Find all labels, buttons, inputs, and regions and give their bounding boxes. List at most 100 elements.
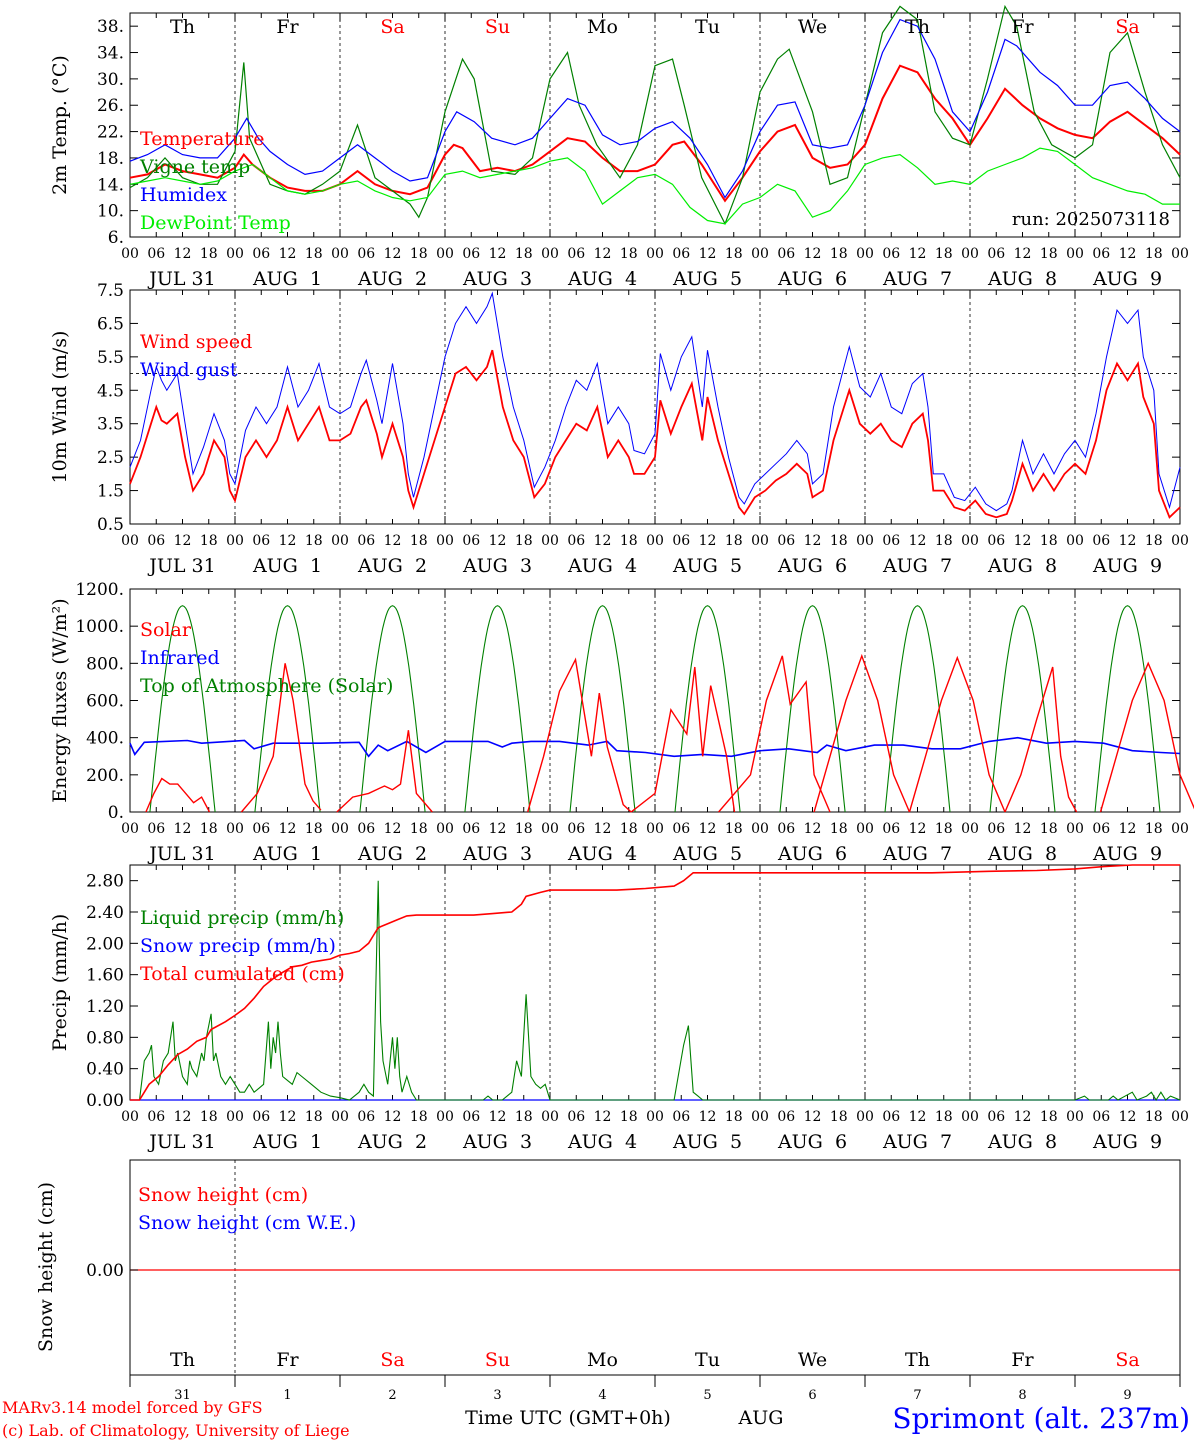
hour-tick-label: 06 bbox=[357, 246, 375, 262]
hour-tick-label: 18 bbox=[620, 246, 638, 262]
y-tick-label: 3.5 bbox=[97, 415, 124, 435]
hour-tick-label: 18 bbox=[410, 821, 428, 837]
day-number-label: 2 bbox=[388, 1388, 396, 1403]
hour-tick-label: 00 bbox=[751, 1109, 769, 1125]
hour-tick-label: 06 bbox=[252, 533, 270, 549]
hour-tick-label: 12 bbox=[1014, 1109, 1032, 1125]
date-label: JUL 31 bbox=[147, 1131, 215, 1153]
hour-tick-label: 12 bbox=[909, 533, 927, 549]
time-axis-label: Time UTC (GMT+0h) bbox=[465, 1407, 671, 1429]
hour-tick-label: 18 bbox=[1145, 246, 1163, 262]
hour-tick-label: 12 bbox=[909, 821, 927, 837]
date-label: AUG 1 bbox=[252, 1131, 322, 1153]
hour-tick-label: 12 bbox=[489, 246, 507, 262]
hour-tick-label: 12 bbox=[1014, 246, 1032, 262]
weekday-label: Mo bbox=[587, 1349, 618, 1371]
hour-tick-label: 00 bbox=[856, 533, 874, 549]
hour-tick-label: 00 bbox=[1066, 821, 1084, 837]
hour-tick-label: 12 bbox=[804, 533, 822, 549]
hour-tick-label: 12 bbox=[384, 533, 402, 549]
weekday-label: Sa bbox=[380, 1349, 404, 1371]
hour-tick-label: 12 bbox=[699, 821, 717, 837]
hour-tick-label: 18 bbox=[200, 246, 218, 262]
hour-tick-label: 06 bbox=[987, 1109, 1005, 1125]
hour-tick-label: 00 bbox=[541, 533, 559, 549]
hour-tick-label: 00 bbox=[1171, 821, 1189, 837]
hour-tick-label: 18 bbox=[725, 1109, 743, 1125]
weekday-label: Sa bbox=[380, 16, 404, 38]
hour-tick-label: 12 bbox=[384, 1109, 402, 1125]
hour-tick-label: 06 bbox=[567, 533, 585, 549]
date-label: AUG 1 bbox=[252, 843, 322, 865]
hour-tick-label: 00 bbox=[226, 533, 244, 549]
hour-tick-label: 00 bbox=[646, 533, 664, 549]
weekday-label: Tu bbox=[695, 16, 720, 38]
hour-tick-label: 06 bbox=[462, 533, 480, 549]
weekday-label: We bbox=[798, 1349, 827, 1371]
hour-tick-label: 12 bbox=[174, 821, 192, 837]
weekday-label: Su bbox=[485, 16, 510, 38]
date-label: AUG 8 bbox=[987, 843, 1057, 865]
date-label: AUG 8 bbox=[987, 268, 1057, 290]
y-tick-label: 30. bbox=[97, 70, 124, 90]
hour-tick-label: 12 bbox=[1014, 533, 1032, 549]
y-tick-label: 2.40 bbox=[86, 903, 124, 923]
date-label: AUG 5 bbox=[672, 843, 742, 865]
solar-line bbox=[719, 656, 830, 812]
hour-tick-label: 00 bbox=[856, 246, 874, 262]
legend-entry: Liquid precip (mm/h) bbox=[140, 907, 344, 929]
hour-tick-label: 18 bbox=[410, 1109, 428, 1125]
hour-tick-label: 12 bbox=[699, 246, 717, 262]
date-label: AUG 6 bbox=[777, 268, 847, 290]
hour-tick-label: 12 bbox=[699, 533, 717, 549]
hour-tick-label: 06 bbox=[1092, 246, 1110, 262]
y-tick-label: 22. bbox=[97, 123, 124, 143]
day-number-label: 7 bbox=[913, 1388, 921, 1403]
y-tick-label: 38. bbox=[97, 17, 124, 37]
hour-tick-label: 12 bbox=[279, 246, 297, 262]
solar-line bbox=[528, 660, 631, 812]
legend-entry: Top of Atmosphere (Solar) bbox=[140, 675, 393, 697]
y-tick-label: 0.80 bbox=[86, 1028, 124, 1048]
hour-tick-label: 06 bbox=[357, 533, 375, 549]
toa-solar-line bbox=[1095, 606, 1160, 812]
y-tick-label: 26. bbox=[97, 96, 124, 116]
hour-tick-label: 00 bbox=[1171, 246, 1189, 262]
y-axis-label: Energy fluxes (W/m²) bbox=[49, 598, 71, 802]
weekday-label: Fr bbox=[1011, 1349, 1034, 1371]
y-tick-label: 1.5 bbox=[97, 482, 124, 502]
date-label: AUG 1 bbox=[252, 555, 322, 577]
hour-tick-label: 00 bbox=[646, 246, 664, 262]
lab-credit: (c) Lab. of Climatology, University of L… bbox=[2, 1421, 350, 1440]
hour-tick-label: 00 bbox=[331, 533, 349, 549]
date-label: AUG 4 bbox=[567, 843, 637, 865]
hour-tick-label: 18 bbox=[515, 1109, 533, 1125]
date-label: AUG 4 bbox=[567, 268, 637, 290]
date-label: AUG 7 bbox=[882, 843, 952, 865]
date-label: AUG 4 bbox=[567, 555, 637, 577]
hour-tick-label: 18 bbox=[410, 533, 428, 549]
y-tick-label: 200. bbox=[86, 766, 124, 786]
hour-tick-label: 12 bbox=[1119, 821, 1137, 837]
hour-tick-label: 12 bbox=[909, 1109, 927, 1125]
y-tick-label: 34. bbox=[97, 44, 124, 64]
legend-entry: Humidex bbox=[140, 184, 227, 206]
hour-tick-label: 12 bbox=[909, 246, 927, 262]
panel-frame bbox=[130, 589, 1180, 812]
toa-solar-line bbox=[990, 606, 1055, 812]
hour-tick-label: 00 bbox=[436, 533, 454, 549]
hour-tick-label: 00 bbox=[646, 1109, 664, 1125]
hour-tick-label: 06 bbox=[462, 1109, 480, 1125]
hour-tick-label: 18 bbox=[410, 246, 428, 262]
hour-tick-label: 00 bbox=[331, 1109, 349, 1125]
date-label: AUG 6 bbox=[777, 1131, 847, 1153]
hour-tick-label: 06 bbox=[252, 246, 270, 262]
hour-tick-label: 12 bbox=[174, 1109, 192, 1125]
date-label: AUG 4 bbox=[567, 1131, 637, 1153]
hour-tick-label: 18 bbox=[935, 1109, 953, 1125]
y-tick-label: 6. bbox=[108, 228, 124, 248]
y-tick-label: 0.5 bbox=[97, 515, 124, 535]
date-label: AUG 3 bbox=[462, 555, 532, 577]
hour-tick-label: 18 bbox=[830, 821, 848, 837]
